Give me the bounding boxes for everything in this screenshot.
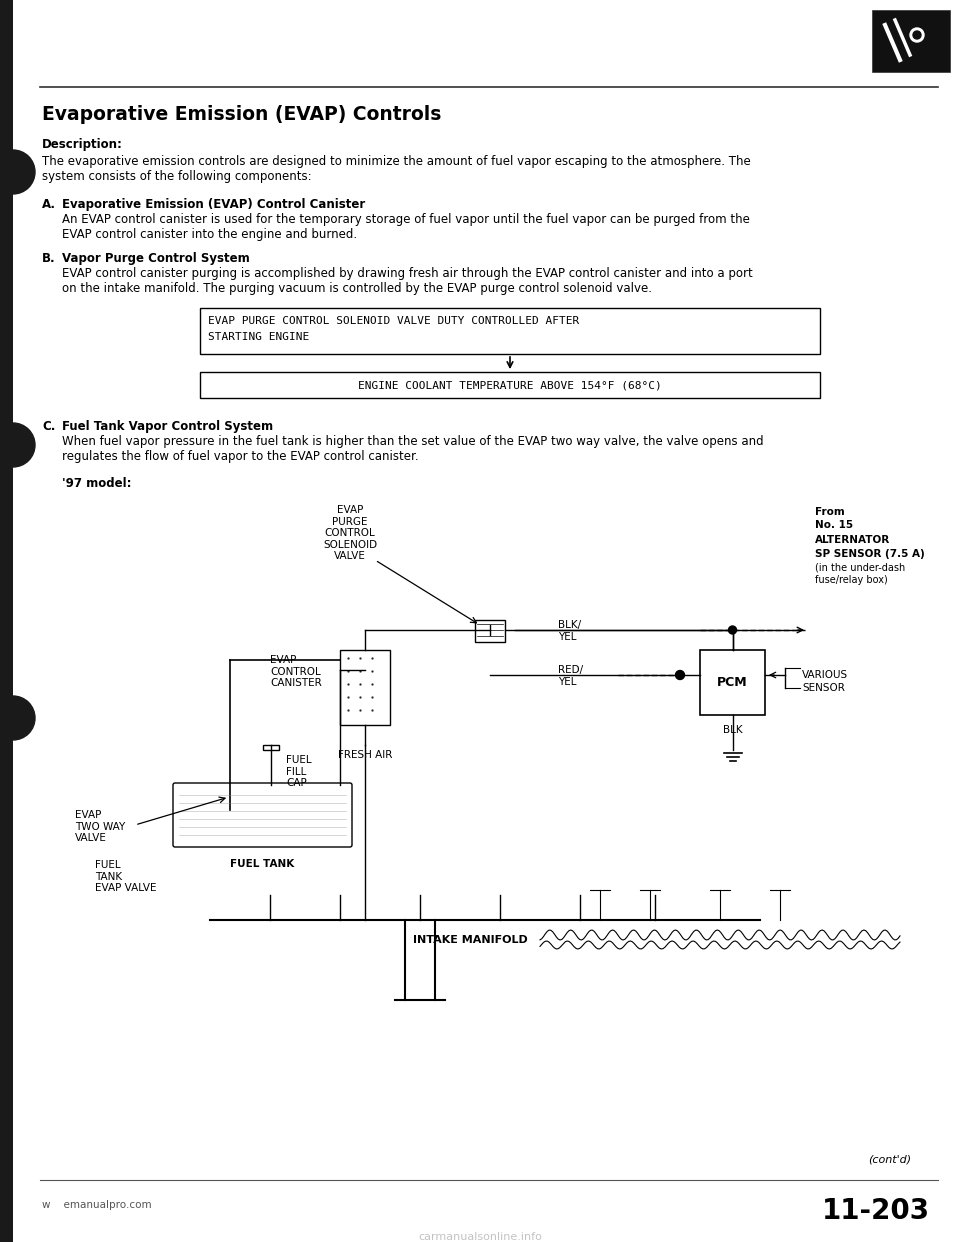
Text: FUEL TANK: FUEL TANK bbox=[230, 859, 295, 869]
Text: Evaporative Emission (EVAP) Control Canister: Evaporative Emission (EVAP) Control Cani… bbox=[62, 197, 365, 211]
Text: 11-203: 11-203 bbox=[822, 1197, 930, 1225]
Text: carmanualsonline.info: carmanualsonline.info bbox=[418, 1232, 542, 1242]
Text: BLK: BLK bbox=[723, 725, 742, 735]
Bar bbox=[200, 373, 820, 397]
Text: PCM: PCM bbox=[717, 676, 748, 689]
Text: SP SENSOR (7.5 A): SP SENSOR (7.5 A) bbox=[815, 549, 924, 559]
Text: fuse/relay box): fuse/relay box) bbox=[815, 575, 888, 585]
Text: EVAP PURGE CONTROL SOLENOID VALVE DUTY CONTROLLED AFTER: EVAP PURGE CONTROL SOLENOID VALVE DUTY C… bbox=[208, 315, 579, 325]
Circle shape bbox=[0, 424, 35, 467]
Bar bbox=[0, 0, 13, 1242]
Text: RED/
YEL: RED/ YEL bbox=[558, 664, 583, 687]
Text: From: From bbox=[815, 507, 845, 517]
Text: Description:: Description: bbox=[42, 138, 123, 152]
Bar bbox=[700, 650, 765, 715]
Text: The evaporative emission controls are designed to minimize the amount of fuel va: The evaporative emission controls are de… bbox=[42, 155, 751, 183]
Bar bbox=[263, 745, 279, 750]
Text: An EVAP control canister is used for the temporary storage of fuel vapor until t: An EVAP control canister is used for the… bbox=[62, 212, 750, 241]
Text: (cont'd): (cont'd) bbox=[868, 1155, 911, 1165]
Circle shape bbox=[729, 626, 736, 633]
Text: ALTERNATOR: ALTERNATOR bbox=[815, 535, 890, 545]
Circle shape bbox=[676, 671, 684, 679]
Text: No. 15: No. 15 bbox=[815, 520, 853, 530]
Text: FRESH AIR: FRESH AIR bbox=[338, 750, 393, 760]
Text: SENSOR: SENSOR bbox=[802, 683, 845, 693]
Bar bbox=[200, 308, 820, 354]
Text: (in the under-dash: (in the under-dash bbox=[815, 563, 905, 573]
Circle shape bbox=[0, 150, 35, 194]
Text: EVAP
CONTROL
CANISTER: EVAP CONTROL CANISTER bbox=[270, 655, 322, 688]
Text: B.: B. bbox=[42, 252, 56, 265]
Circle shape bbox=[0, 696, 35, 740]
Text: EVAP control canister purging is accomplished by drawing fresh air through the E: EVAP control canister purging is accompl… bbox=[62, 267, 753, 296]
Text: FUEL
FILL
CAP: FUEL FILL CAP bbox=[286, 755, 312, 789]
Text: When fuel vapor pressure in the fuel tank is higher than the set value of the EV: When fuel vapor pressure in the fuel tan… bbox=[62, 435, 763, 463]
Text: BLK/
YEL: BLK/ YEL bbox=[558, 620, 581, 642]
Text: Vapor Purge Control System: Vapor Purge Control System bbox=[62, 252, 250, 265]
Circle shape bbox=[910, 29, 924, 42]
Text: STARTING ENGINE: STARTING ENGINE bbox=[208, 332, 309, 342]
Bar bbox=[340, 650, 390, 725]
Circle shape bbox=[913, 31, 921, 39]
Bar bbox=[215, 795, 243, 815]
Text: '97 model:: '97 model: bbox=[62, 477, 132, 491]
Text: Evaporative Emission (EVAP) Controls: Evaporative Emission (EVAP) Controls bbox=[42, 106, 442, 124]
Text: Fuel Tank Vapor Control System: Fuel Tank Vapor Control System bbox=[62, 420, 274, 433]
Text: VARIOUS: VARIOUS bbox=[802, 669, 848, 681]
Text: FUEL
TANK
EVAP VALVE: FUEL TANK EVAP VALVE bbox=[95, 859, 156, 893]
Text: C.: C. bbox=[42, 420, 56, 433]
Bar bbox=[475, 620, 505, 642]
Text: ENGINE COOLANT TEMPERATURE ABOVE 154°F (68°C): ENGINE COOLANT TEMPERATURE ABOVE 154°F (… bbox=[358, 380, 661, 390]
Text: EVAP
TWO WAY
VALVE: EVAP TWO WAY VALVE bbox=[75, 810, 125, 843]
Text: EVAP
PURGE
CONTROL
SOLENOID
VALVE: EVAP PURGE CONTROL SOLENOID VALVE bbox=[323, 505, 377, 561]
Bar bbox=[872, 10, 950, 72]
Text: w    emanualpro.com: w emanualpro.com bbox=[42, 1200, 152, 1210]
Text: A.: A. bbox=[42, 197, 56, 211]
Text: INTAKE MANIFOLD: INTAKE MANIFOLD bbox=[413, 935, 527, 945]
FancyBboxPatch shape bbox=[173, 782, 352, 847]
